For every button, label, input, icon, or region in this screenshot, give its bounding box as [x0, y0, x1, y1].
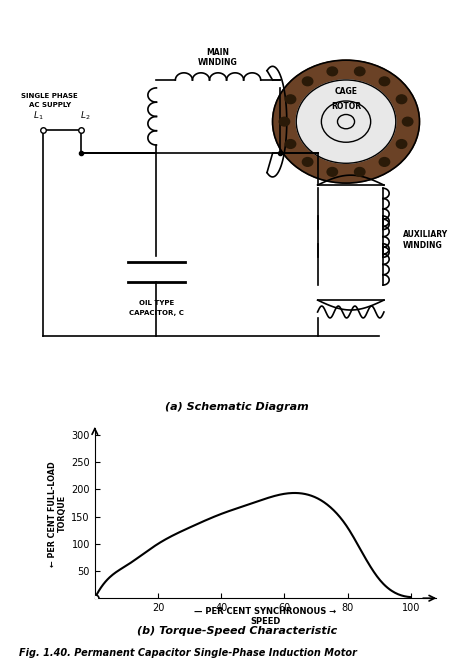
Circle shape: [379, 157, 390, 167]
Circle shape: [327, 67, 337, 76]
Text: — PER CENT SYNCHRONOUS →: — PER CENT SYNCHRONOUS →: [194, 607, 337, 616]
Circle shape: [285, 139, 296, 148]
Circle shape: [296, 80, 396, 163]
Circle shape: [402, 117, 413, 126]
Text: CAGE: CAGE: [335, 87, 357, 97]
Circle shape: [273, 60, 419, 183]
Text: CAPACITOR, C: CAPACITOR, C: [129, 310, 184, 316]
Text: WINDING: WINDING: [198, 58, 238, 67]
Circle shape: [355, 67, 365, 76]
Text: SPEED: SPEED: [250, 617, 281, 626]
Text: Fig. 1.40. Permanent Capacitor Single-Phase Induction Motor: Fig. 1.40. Permanent Capacitor Single-Ph…: [19, 648, 357, 658]
Circle shape: [279, 117, 290, 126]
Circle shape: [302, 157, 313, 167]
Circle shape: [285, 95, 296, 104]
Text: (a) Schematic Diagram: (a) Schematic Diagram: [165, 402, 309, 412]
Y-axis label: ← PER CENT FULL-LOAD
TORQUE: ← PER CENT FULL-LOAD TORQUE: [48, 461, 67, 566]
Circle shape: [355, 167, 365, 176]
Text: AUXILIARY: AUXILIARY: [403, 230, 448, 239]
Circle shape: [302, 77, 313, 86]
Circle shape: [327, 167, 337, 176]
Circle shape: [396, 139, 407, 148]
Text: $L_2$: $L_2$: [80, 110, 91, 122]
Text: OIL TYPE: OIL TYPE: [139, 300, 174, 306]
Text: MAIN: MAIN: [207, 48, 229, 57]
Text: WINDING: WINDING: [403, 241, 443, 250]
Circle shape: [379, 77, 390, 86]
Text: AC SUPPLY: AC SUPPLY: [29, 102, 71, 108]
Text: $L_1$: $L_1$: [33, 110, 43, 122]
Circle shape: [396, 95, 407, 104]
Text: SINGLE PHASE: SINGLE PHASE: [21, 93, 78, 99]
Text: ROTOR: ROTOR: [331, 102, 361, 111]
Text: (b) Torque-Speed Characteristic: (b) Torque-Speed Characteristic: [137, 626, 337, 637]
